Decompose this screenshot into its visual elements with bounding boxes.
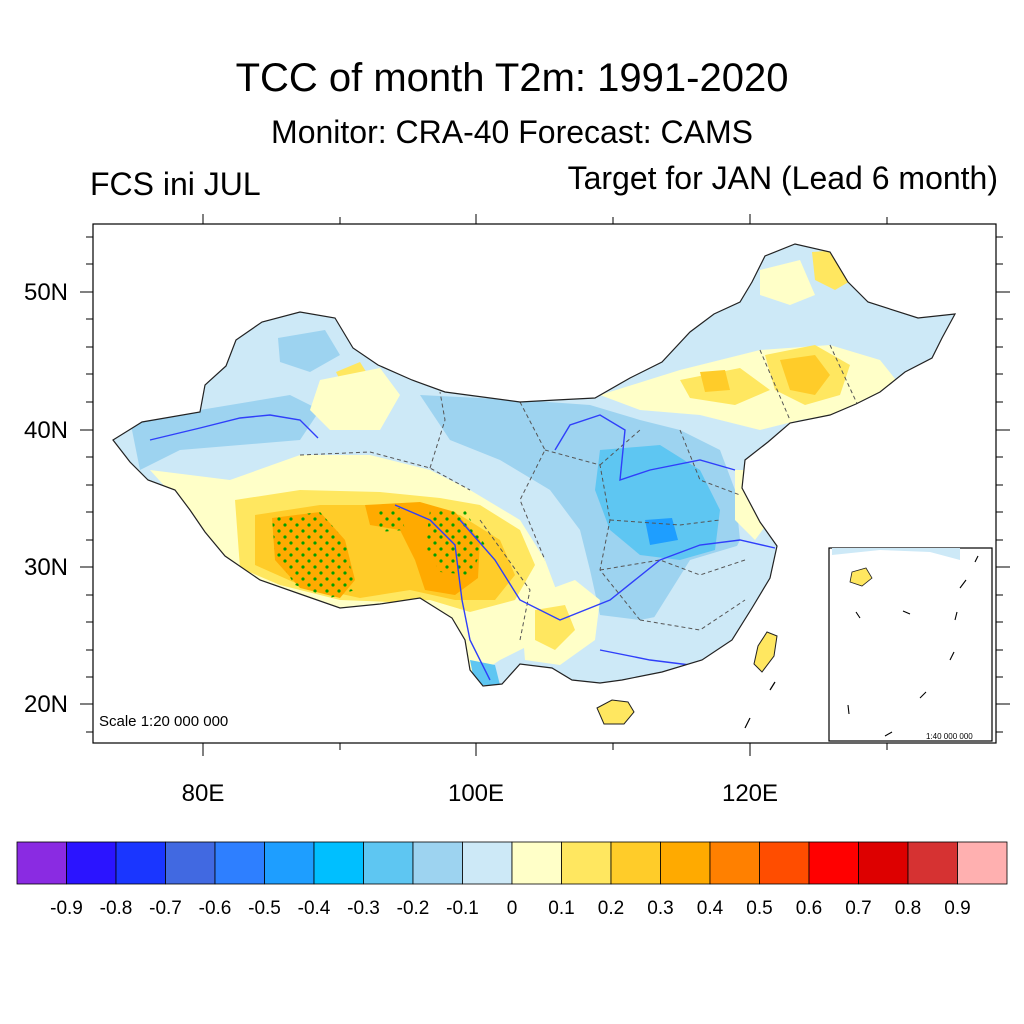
map-subtitle: Monitor: CRA-40 Forecast: CAMS [271,114,753,150]
colorbar-label: 0.7 [845,898,871,919]
colorbar-label: 0.3 [647,898,673,919]
sea-marks [744,681,776,729]
colorbar-label: -0.4 [298,898,331,919]
colorbar-swatch [957,841,1008,885]
colorbar-swatch [660,841,711,885]
colorbar-label: -0.7 [149,898,182,919]
colorbar-swatch [412,841,463,885]
colorbar-swatch [907,841,958,885]
colorbar-swatch [16,841,67,885]
colorbar-label: 0.2 [598,898,624,919]
colorbar-label: -0.3 [347,898,380,919]
colorbar-label: 0.8 [895,898,921,919]
colorbar-swatch [363,841,414,885]
lon-label: 80E [182,780,225,807]
colorbar-label: 0.9 [944,898,970,919]
colorbar-label: 0.6 [796,898,822,919]
lat-label: 40N [24,417,68,444]
hainan-island [596,699,635,725]
colorbar-swatch [165,841,216,885]
lat-label: 50N [24,279,68,306]
colorbar-swatch [561,841,612,885]
colorbar-swatch [115,841,166,885]
colorbar-swatch [313,841,364,885]
colorbar-label: 0.1 [548,898,574,919]
colorbar-swatch [462,841,513,885]
colorbar-swatch [66,841,117,885]
colorbar-label: -0.5 [248,898,281,919]
lon-label: 120E [722,780,778,807]
lon-label: 100E [448,780,504,807]
colorbar-swatch [610,841,661,885]
colorbar-label: -0.8 [100,898,133,919]
colorbar-swatch [709,841,760,885]
colorbar-swatch [759,841,810,885]
south-china-sea-inset [828,547,993,742]
lat-label: 30N [24,554,68,581]
colorbar-label: 0.4 [697,898,724,919]
china-outline [112,243,957,687]
colorbar-swatch [858,841,909,885]
colorbar-label: -0.2 [397,898,430,919]
colorbar-swatch [214,841,265,885]
colorbar-swatch [264,841,315,885]
lat-label: 20N [24,691,68,718]
colorbar-label: -0.9 [50,898,83,919]
scale-text: Scale 1:20 000 000 [99,713,228,730]
frame-ticks [80,214,1010,756]
colorbar-swatch [808,841,859,885]
inset-scale-text: 1:40 000 000 [926,732,973,741]
map-title: TCC of month T2m: 1991-2020 [235,56,789,100]
colorbar-swatch [511,841,562,885]
right-label: Target for JAN (Lead 6 month) [567,160,998,196]
taiwan-island [753,631,778,673]
colorbar: -0.9 -0.8 -0.7 -0.6 -0.5 -0.4 -0.3 -0.2 -0.1 0 0.1… [16,841,1008,919]
colorbar-label: 0.5 [746,898,772,919]
colorbar-label: -0.6 [199,898,232,919]
colorbar-label: -0.1 [446,898,479,919]
colorbar-label: 0 [507,898,518,919]
left-label: FCS ini JUL [90,166,261,202]
